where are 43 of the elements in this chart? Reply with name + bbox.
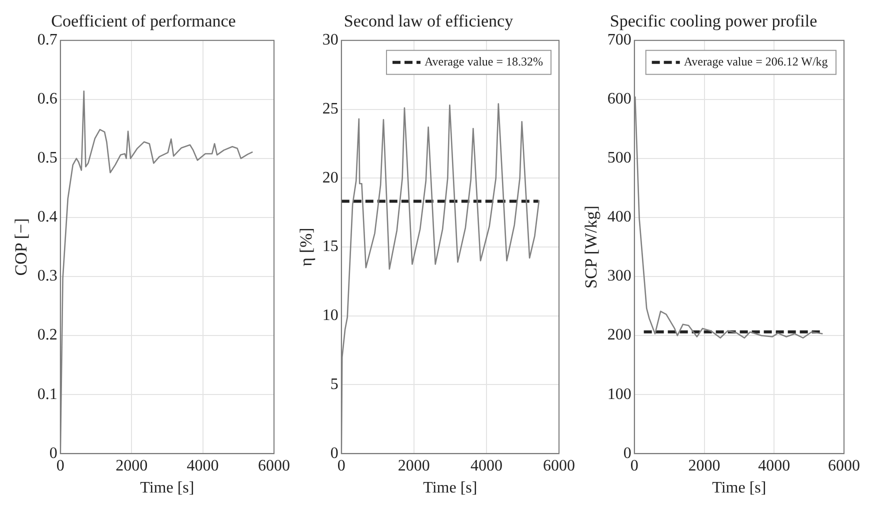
legend-label: Average value = 18.32% — [424, 54, 544, 69]
y-tick-label: 0.4 — [37, 208, 58, 226]
y-tick-label: 0.2 — [37, 326, 58, 344]
y-tick-label: 500 — [607, 150, 632, 167]
x-tick-label: 6000 — [828, 457, 860, 474]
x-axis-title: Time [s] — [423, 480, 478, 497]
y-tick-label: 0 — [330, 444, 338, 462]
y-axis-title: η [%] — [296, 228, 316, 266]
x-axis-title: Time [s] — [140, 480, 194, 497]
y-tick-label: 0.6 — [37, 90, 58, 108]
x-tick-label: 6000 — [543, 457, 575, 474]
y-tick-label: 700 — [607, 32, 632, 49]
x-tick-label: 4000 — [186, 457, 219, 474]
y-tick-label: 25 — [322, 100, 338, 118]
x-tick-label: 2000 — [688, 457, 720, 474]
x-tick-label: 4000 — [470, 457, 502, 474]
y-tick-label: 400 — [607, 208, 632, 226]
y-tick-label: 600 — [607, 90, 632, 108]
y-tick-label: 0.3 — [37, 268, 58, 285]
y-tick-label: 20 — [322, 169, 338, 186]
y-tick-label: 5 — [330, 376, 338, 393]
y-tick-label: 0 — [623, 444, 632, 462]
y-tick-label: 200 — [607, 326, 632, 344]
x-tick-label: 2000 — [398, 457, 430, 474]
x-tick-label: 4000 — [758, 457, 790, 474]
y-tick-label: 0.1 — [37, 386, 58, 403]
legend-label: Average value = 206.12 W/kg — [684, 54, 828, 69]
chart-title: Coefficient of performance — [51, 12, 236, 31]
x-tick-label: 6000 — [258, 457, 290, 474]
chart-title: Second law of efficiency — [344, 12, 514, 31]
y-tick-label: 10 — [322, 307, 338, 324]
x-axis-title: Time [s] — [712, 480, 766, 497]
y-tick-label: 0 — [49, 444, 58, 462]
y-tick-label: 15 — [322, 238, 338, 256]
y-axis-title: SCP [W/kg] — [582, 206, 601, 288]
y-tick-label: 100 — [607, 386, 632, 403]
y-tick-label: 300 — [607, 268, 632, 285]
y-axis-title: COP [−] — [12, 218, 31, 276]
chart-title: Specific cooling power profile — [610, 12, 818, 31]
y-tick-label: 0.5 — [37, 150, 58, 167]
y-tick-label: 0.7 — [37, 32, 58, 49]
x-tick-label: 2000 — [116, 457, 148, 474]
y-tick-label: 30 — [322, 32, 338, 49]
